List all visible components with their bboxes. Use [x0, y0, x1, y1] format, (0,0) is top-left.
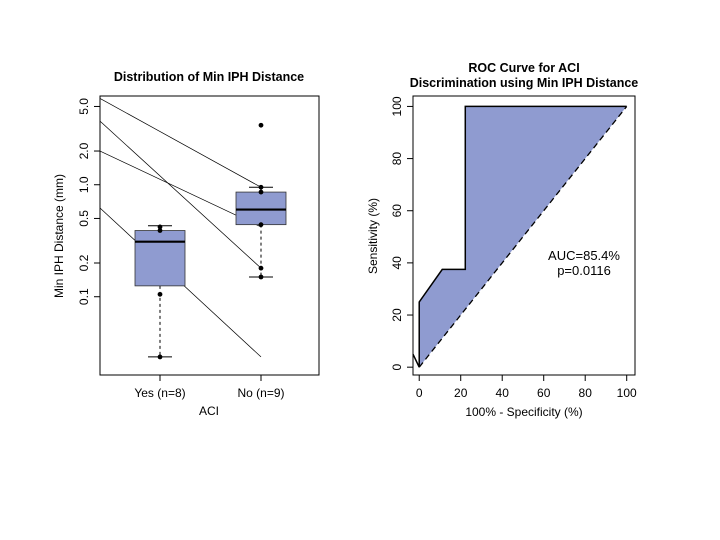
roc-x-label: 100% - Specificity (%)	[465, 405, 582, 419]
box-iqr	[235, 191, 287, 226]
y-tick-label: 0.5	[77, 210, 91, 227]
roc-auc-annotation: AUC=85.4%	[548, 248, 620, 263]
connecting-line-1	[99, 120, 262, 269]
connecting-line-0	[99, 98, 262, 188]
roc-y-label: Sensitivity (%)	[366, 198, 380, 274]
box-group-1	[235, 122, 287, 280]
x-tick-label: 0	[416, 386, 423, 400]
y-tick-label: 0	[390, 364, 404, 371]
data-point	[157, 291, 163, 297]
boxplot-frame	[99, 95, 320, 376]
y-tick-label: 80	[390, 152, 404, 166]
boxplot-y-label: Min IPH Distance (mm)	[52, 174, 66, 298]
x-tick-label: 20	[454, 386, 468, 400]
roc-subtitle: Discrimination using Min IPH Distance	[410, 76, 639, 90]
data-point	[157, 228, 163, 233]
boxplot-panel: Distribution of Min IPH Distance 0.10.20…	[52, 70, 320, 418]
roc-marks	[412, 105, 628, 368]
boxplot-y-axis: 0.1 0.2 0.5 1.0 2.0 5.0	[77, 98, 100, 305]
data-point	[157, 224, 163, 230]
boxplot-title: Distribution of Min IPH Distance	[114, 70, 304, 84]
x-tick-label: 60	[537, 386, 551, 400]
y-tick-label: 20	[390, 308, 404, 322]
x-tick-label: Yes (n=8)	[134, 386, 185, 400]
x-tick-label: 40	[496, 386, 510, 400]
data-point	[258, 274, 264, 280]
data-point	[258, 184, 264, 190]
box-group-0	[134, 224, 186, 360]
roc-panel: ROC Curve for ACI Discrimination using M…	[366, 61, 638, 419]
connecting-line-2	[99, 150, 262, 228]
y-tick-label: 2.0	[77, 142, 91, 159]
x-tick-label: 100	[617, 386, 637, 400]
roc-title: ROC Curve for ACI	[468, 61, 579, 75]
boxplot-marks	[99, 98, 287, 360]
box-iqr	[134, 230, 186, 287]
roc-curve-line	[412, 105, 627, 368]
x-tick-label: 80	[579, 386, 593, 400]
boxplot-x-axis: Yes (n=8) No (n=9)	[134, 375, 285, 400]
roc-x-axis: 0 20 40 60 80 100	[416, 375, 637, 400]
data-point	[258, 189, 264, 195]
y-tick-label: 60	[390, 204, 404, 218]
roc-frame	[412, 95, 636, 376]
data-point	[157, 354, 163, 360]
boxplot-x-label: ACI	[199, 404, 219, 418]
data-point	[258, 265, 264, 271]
roc-y-axis: 0 20 40 60 80 100	[390, 96, 413, 371]
y-tick-label: 1.0	[77, 176, 91, 193]
y-tick-label: 100	[390, 96, 404, 116]
roc-p-annotation: p=0.0116	[557, 263, 611, 278]
data-point	[258, 222, 264, 228]
y-tick-label: 0.2	[77, 254, 91, 271]
y-tick-label: 0.1	[77, 288, 91, 305]
y-tick-label: 40	[390, 256, 404, 270]
reference-diagonal	[418, 106, 628, 368]
data-point	[258, 122, 264, 128]
y-tick-label: 5.0	[77, 98, 91, 115]
x-tick-label: No (n=9)	[237, 386, 284, 400]
